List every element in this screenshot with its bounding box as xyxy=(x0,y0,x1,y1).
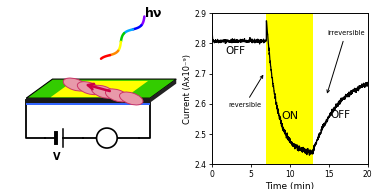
Polygon shape xyxy=(26,79,176,98)
Y-axis label: Current (Ax10⁻⁹): Current (Ax10⁻⁹) xyxy=(183,54,192,124)
Polygon shape xyxy=(26,98,150,103)
Ellipse shape xyxy=(77,82,101,95)
Ellipse shape xyxy=(92,85,115,98)
Text: V: V xyxy=(53,152,60,162)
Text: OFF: OFF xyxy=(330,110,350,119)
Text: irreversible: irreversible xyxy=(327,30,364,93)
Text: OFF: OFF xyxy=(225,46,245,56)
Text: ON: ON xyxy=(281,111,298,121)
Text: $\mathbf{h\nu}$: $\mathbf{h\nu}$ xyxy=(144,6,163,20)
X-axis label: Time (min): Time (min) xyxy=(265,182,314,189)
Bar xyxy=(266,13,313,164)
Text: reversible: reversible xyxy=(228,75,263,108)
Polygon shape xyxy=(150,79,176,103)
Text: I: I xyxy=(105,133,109,143)
Polygon shape xyxy=(26,103,150,105)
Ellipse shape xyxy=(105,89,129,102)
Polygon shape xyxy=(51,81,148,97)
Ellipse shape xyxy=(120,92,143,105)
Ellipse shape xyxy=(63,78,87,91)
Circle shape xyxy=(97,128,117,148)
